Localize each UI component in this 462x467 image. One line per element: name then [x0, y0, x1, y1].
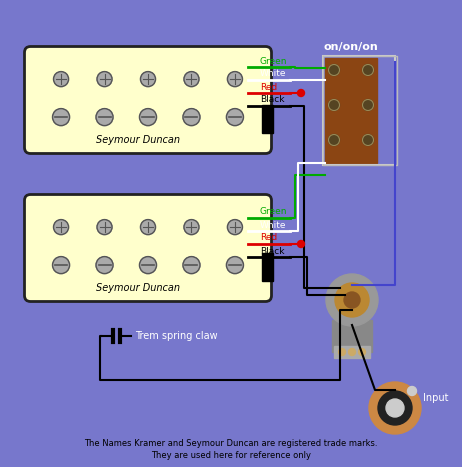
Bar	[261, 105, 273, 133]
Circle shape	[298, 90, 304, 97]
FancyBboxPatch shape	[24, 47, 272, 154]
Circle shape	[344, 292, 360, 308]
Circle shape	[328, 64, 340, 76]
Circle shape	[54, 71, 68, 86]
Circle shape	[227, 71, 243, 86]
Circle shape	[363, 99, 373, 111]
Text: Black: Black	[260, 247, 285, 255]
Text: White: White	[260, 220, 286, 229]
Text: Seymour Duncan: Seymour Duncan	[96, 135, 180, 145]
Circle shape	[97, 219, 112, 234]
Text: White: White	[260, 70, 286, 78]
Text: The Names Kramer and Seymour Duncan are registered trade marks.: The Names Kramer and Seymour Duncan are …	[84, 439, 378, 447]
Circle shape	[53, 109, 70, 126]
Circle shape	[226, 109, 243, 126]
Text: on/on/on: on/on/on	[323, 42, 378, 52]
Bar	[325, 58, 377, 163]
Circle shape	[328, 99, 340, 111]
Circle shape	[339, 348, 346, 355]
Text: Green: Green	[260, 57, 287, 65]
Circle shape	[378, 391, 412, 425]
Circle shape	[184, 71, 199, 86]
Circle shape	[363, 134, 373, 146]
Text: Trem spring claw: Trem spring claw	[135, 331, 218, 341]
Text: Seymour Duncan: Seymour Duncan	[96, 283, 180, 293]
Text: They are used here for reference only: They are used here for reference only	[151, 451, 311, 460]
Circle shape	[96, 109, 113, 126]
Circle shape	[226, 256, 243, 274]
Circle shape	[407, 387, 417, 396]
Circle shape	[53, 256, 70, 274]
Circle shape	[369, 382, 421, 434]
Circle shape	[326, 274, 378, 326]
Bar	[323, 56, 395, 165]
Text: Green: Green	[260, 207, 287, 217]
Circle shape	[348, 348, 355, 355]
Text: Input: Input	[423, 393, 449, 403]
FancyBboxPatch shape	[24, 194, 272, 302]
Circle shape	[140, 256, 157, 274]
Circle shape	[140, 219, 156, 234]
Circle shape	[363, 64, 373, 76]
Circle shape	[359, 348, 365, 355]
Circle shape	[335, 283, 369, 317]
Circle shape	[386, 399, 404, 417]
Circle shape	[54, 219, 68, 234]
Text: Black: Black	[260, 95, 285, 105]
Bar	[332, 320, 372, 352]
Circle shape	[184, 219, 199, 234]
Bar	[334, 346, 370, 358]
Text: Red: Red	[260, 83, 277, 92]
Circle shape	[183, 256, 200, 274]
Circle shape	[97, 71, 112, 86]
Circle shape	[298, 241, 304, 248]
Bar	[261, 253, 273, 281]
Text: Red: Red	[260, 234, 277, 242]
Circle shape	[140, 109, 157, 126]
Circle shape	[227, 219, 243, 234]
Circle shape	[140, 71, 156, 86]
Circle shape	[96, 256, 113, 274]
Circle shape	[183, 109, 200, 126]
Circle shape	[328, 134, 340, 146]
